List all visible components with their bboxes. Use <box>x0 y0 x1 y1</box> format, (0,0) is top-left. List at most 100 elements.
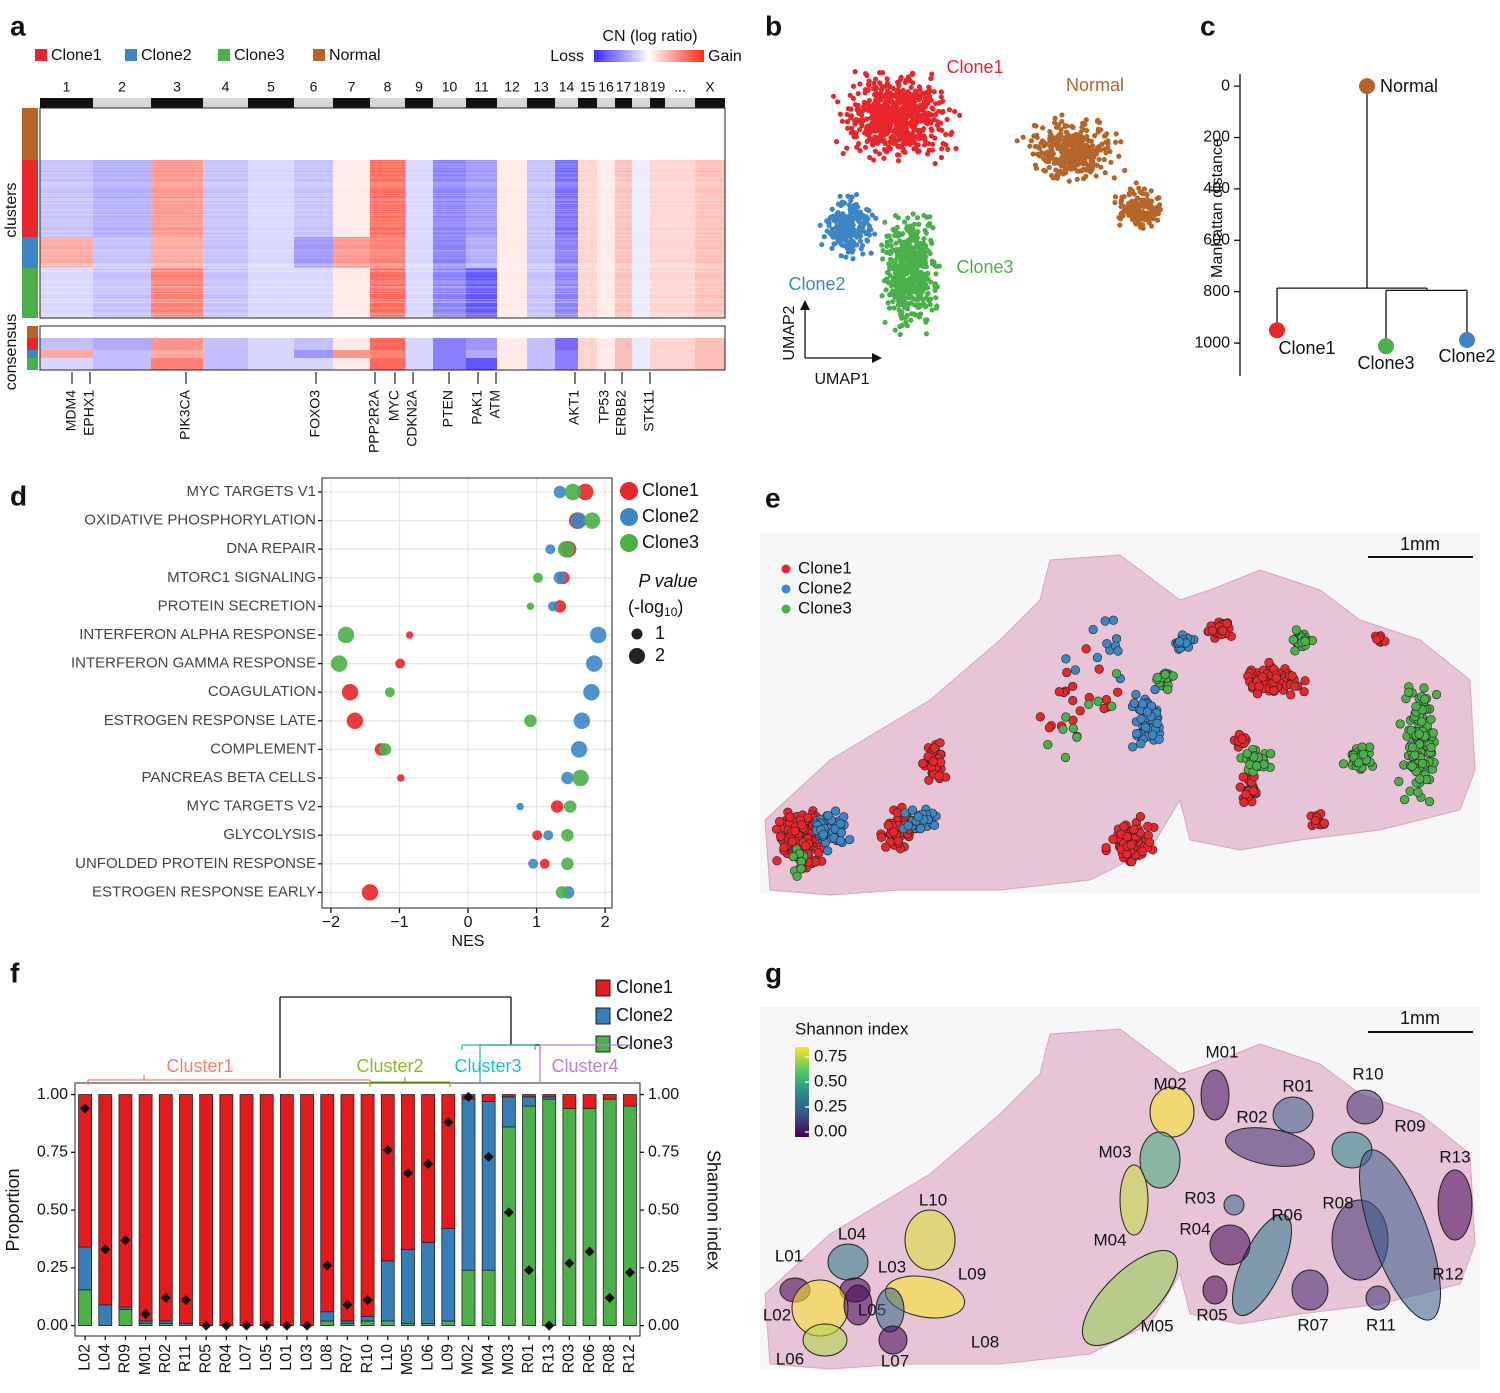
cell-point <box>860 228 866 234</box>
spot <box>1062 667 1072 678</box>
x-tick-label: R08 <box>601 1344 618 1373</box>
cell-point <box>938 154 945 161</box>
cell-point <box>890 85 896 91</box>
cell-point <box>1094 118 1101 125</box>
y-tick-label: INTERFERON ALPHA RESPONSE <box>79 626 316 643</box>
cell-point <box>1121 194 1127 200</box>
spot <box>1058 724 1068 734</box>
cell-point <box>882 319 888 326</box>
spot <box>1060 752 1071 763</box>
spot <box>1288 635 1298 645</box>
cell-point <box>868 227 874 233</box>
panel-letter: c <box>1200 10 1216 41</box>
cell-point <box>1126 192 1132 198</box>
region-label: R10 <box>1352 1064 1383 1083</box>
cell-point <box>848 106 854 112</box>
spot <box>1266 749 1276 759</box>
spot <box>1136 714 1146 724</box>
spot <box>1119 821 1129 832</box>
region <box>1225 1127 1315 1167</box>
y-tick-label: MTORC1 SIGNALING <box>167 569 316 586</box>
cell-point <box>1084 127 1090 134</box>
cn-cell <box>248 338 294 350</box>
cell-point <box>896 133 902 139</box>
cell-point <box>856 140 862 147</box>
cn-cell <box>632 358 650 370</box>
cn-cell <box>632 338 650 350</box>
cell-point <box>904 129 910 135</box>
spot <box>1113 687 1123 697</box>
cn-cell <box>555 350 578 358</box>
cell-point <box>844 215 850 221</box>
cell-point <box>866 232 873 238</box>
bar-segment <box>542 1098 557 1327</box>
bar-segment <box>340 1094 355 1322</box>
cell-point <box>884 276 890 282</box>
x-tick-label: L07 <box>238 1344 255 1371</box>
cell-point <box>1130 208 1137 215</box>
cell-point <box>911 221 918 227</box>
cn-cell <box>203 326 248 338</box>
cn-cell <box>497 350 527 358</box>
y-tick-label: 1000 <box>1194 334 1230 351</box>
chromosome-label: 4 <box>222 79 230 95</box>
cell-point <box>1088 158 1094 164</box>
dot <box>583 512 601 529</box>
spot <box>1054 687 1064 697</box>
cn-cell <box>578 358 597 370</box>
spot <box>1072 732 1082 742</box>
spot <box>1417 717 1427 727</box>
dot <box>585 655 603 672</box>
cell-point <box>872 108 878 115</box>
spot <box>1254 681 1264 692</box>
cn-cell <box>695 338 725 350</box>
cell-point <box>911 146 917 152</box>
spot <box>1108 615 1118 625</box>
cell-point <box>1046 154 1052 160</box>
cell-point <box>1076 139 1082 145</box>
cell-point <box>913 127 919 133</box>
spot <box>1093 696 1103 706</box>
bar-segment <box>562 1094 577 1109</box>
cell-point <box>897 311 904 318</box>
legend-swatch <box>125 49 137 61</box>
region <box>878 1325 908 1355</box>
gene-label: PAK1 <box>469 390 485 425</box>
cell-point <box>932 161 938 167</box>
y-tick-label: 0 <box>1221 77 1230 94</box>
cell-point <box>920 300 927 307</box>
spot <box>1092 652 1103 663</box>
cell-point <box>891 305 897 311</box>
spot <box>1035 712 1045 722</box>
region-label: M04 <box>1093 1230 1126 1249</box>
panel-letter: b <box>765 10 782 41</box>
cell-point <box>913 250 919 256</box>
cell-point <box>878 87 885 93</box>
cell-point <box>829 206 835 212</box>
cell-point <box>915 297 921 303</box>
cell-point <box>848 233 854 239</box>
cell-point <box>1053 156 1059 162</box>
cell-point <box>881 125 887 131</box>
cell-point <box>903 114 909 120</box>
spot <box>1290 646 1300 656</box>
cn-cell <box>370 326 405 338</box>
spot <box>796 864 806 874</box>
spot <box>892 808 902 818</box>
cell-point <box>852 118 858 124</box>
legend-swatch <box>595 979 611 997</box>
region <box>843 1284 873 1326</box>
cell-point <box>850 256 856 262</box>
spot <box>1068 681 1078 692</box>
dot <box>570 512 587 529</box>
bar-segment <box>219 1094 234 1327</box>
cell-point <box>871 157 877 163</box>
spot <box>936 757 946 767</box>
spot <box>1395 719 1405 729</box>
cell-point <box>903 141 909 147</box>
cell-point <box>908 84 914 91</box>
cn-cell <box>695 350 725 358</box>
region <box>1119 1164 1149 1236</box>
bar-segment <box>199 1094 214 1327</box>
